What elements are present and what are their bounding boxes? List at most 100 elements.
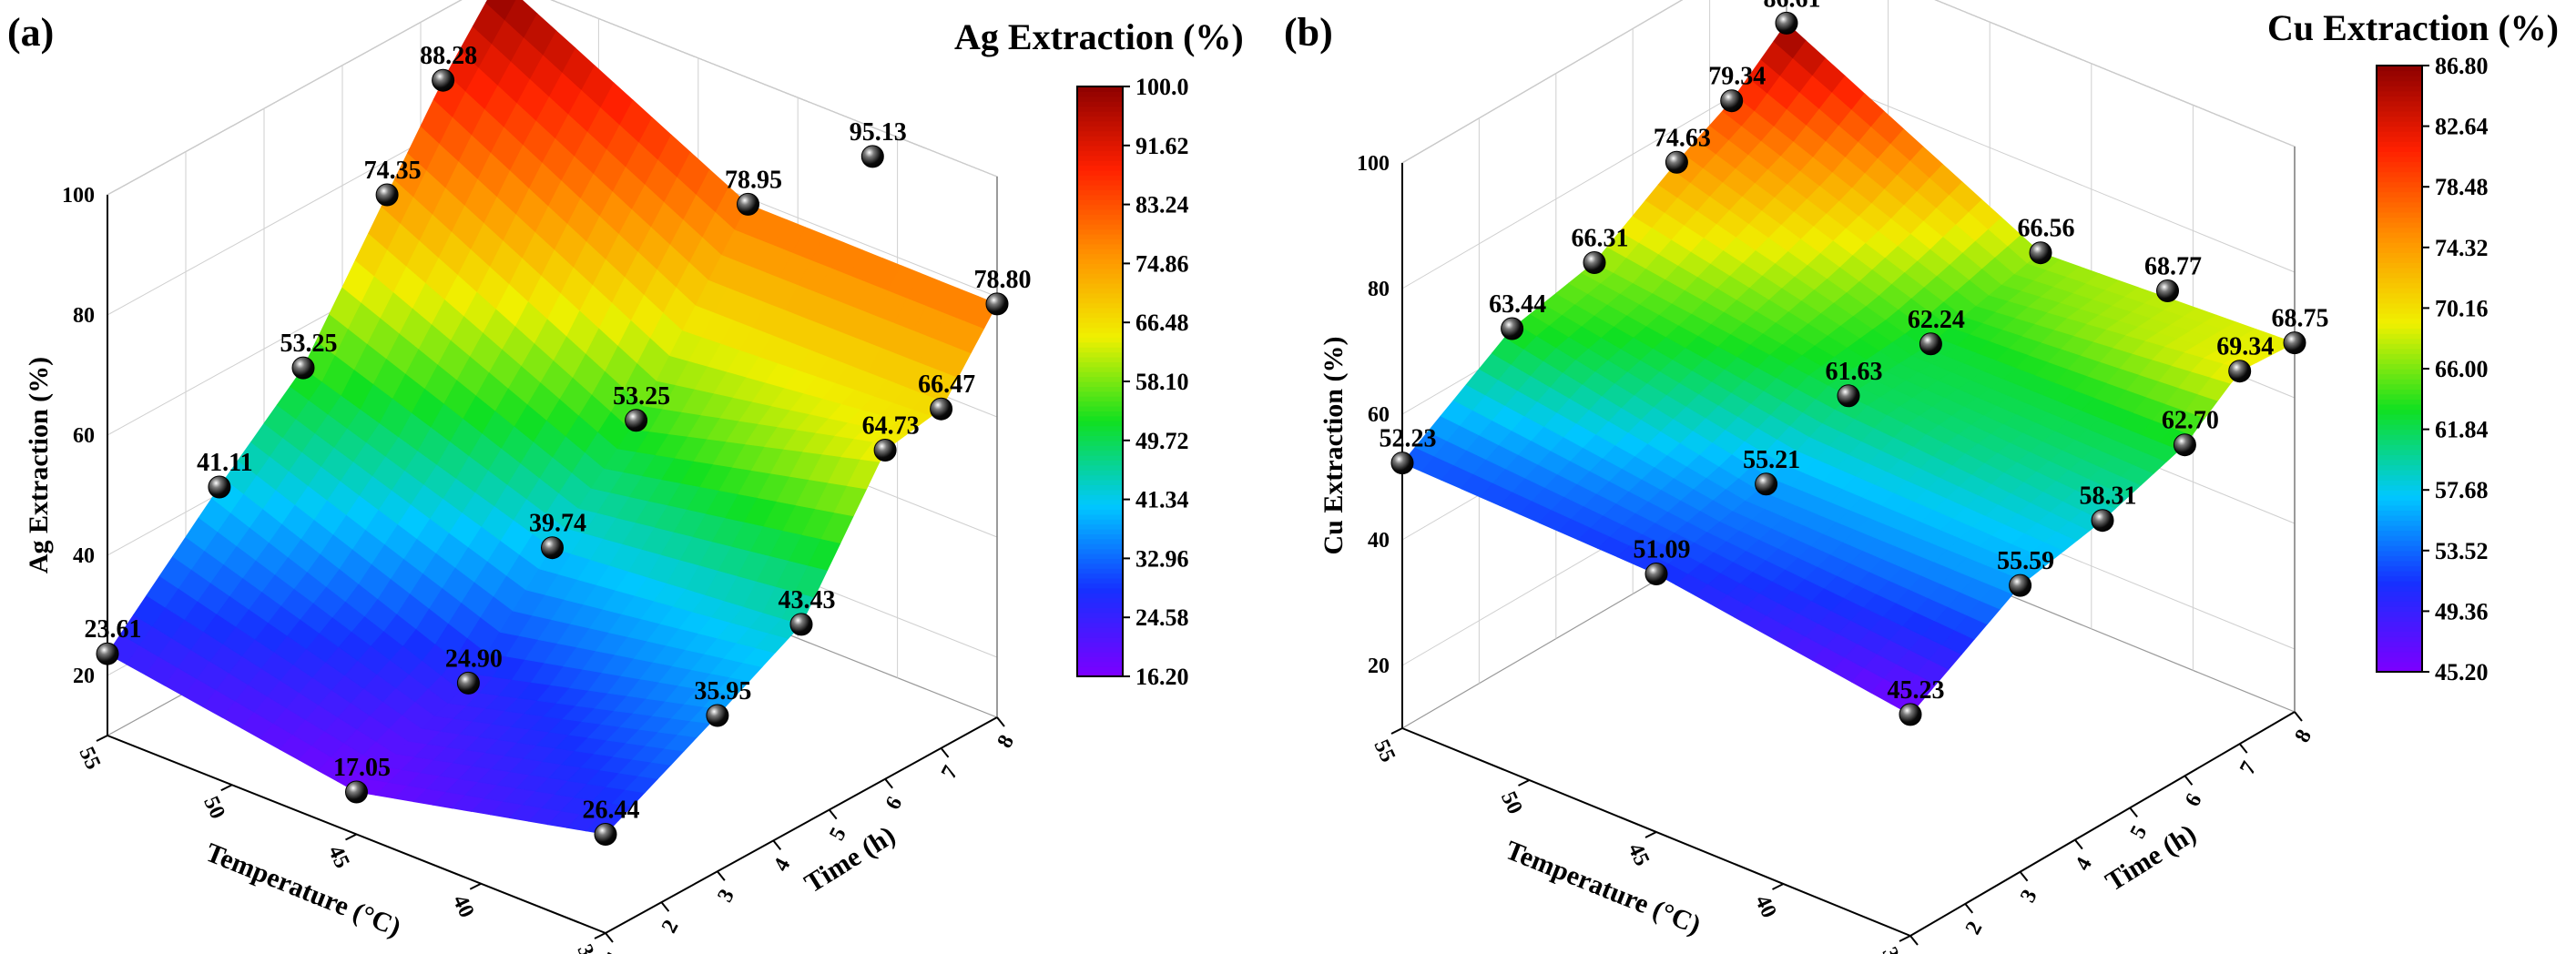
colorbar-tick-label: 57.68 — [2435, 477, 2489, 503]
colorbar-segment — [2377, 268, 2422, 274]
colorbar-segment — [1077, 130, 1123, 137]
data-label: 51.09 — [1634, 536, 1691, 564]
colorbar-segment — [1077, 332, 1123, 338]
colorbar-segment — [2377, 449, 2422, 455]
colorbar-segment — [1077, 612, 1123, 618]
colorbar-segment — [1077, 120, 1123, 127]
colorbar-segment — [1077, 243, 1123, 249]
colorbar-segment — [1077, 627, 1123, 633]
colorbar-segment — [2377, 358, 2422, 365]
colorbar-segment — [1077, 523, 1123, 530]
colorbar-tick-label: 58.10 — [1135, 369, 1189, 395]
data-point — [2029, 241, 2052, 265]
colorbar-segment — [1077, 347, 1123, 353]
colorbar-segment — [1077, 636, 1123, 643]
colorbar-segment — [1077, 661, 1123, 667]
time-tick-label: 3 — [2016, 886, 2042, 907]
colorbar-segment — [1077, 464, 1123, 471]
temperature-tick-label: 35 — [572, 941, 603, 954]
colorbar-segment — [1077, 607, 1123, 614]
colorbar-segment — [2377, 110, 2422, 117]
colorbar-segment — [1077, 111, 1123, 117]
colorbar-tick-label: 16.20 — [1135, 664, 1189, 690]
colorbar-segment — [2377, 615, 2422, 623]
colorbar-segment — [1077, 504, 1123, 510]
time-tick-label: 6 — [881, 793, 908, 814]
temperature-tick-label: 50 — [1496, 788, 1527, 818]
colorbar-segment — [1077, 622, 1123, 628]
colorbar-tick-label: 53.52 — [2435, 538, 2489, 564]
colorbar-segment — [2377, 399, 2422, 405]
colorbar-tick-label: 61.84 — [2435, 417, 2489, 443]
colorbar-segment — [1077, 538, 1123, 544]
time-tick — [772, 839, 782, 851]
time-tick — [2129, 807, 2138, 818]
colorbar-segment — [2377, 571, 2422, 577]
colorbar-segment — [2377, 86, 2422, 92]
colorbar-segment — [2377, 373, 2422, 380]
colorbar-segment — [2377, 80, 2422, 86]
colorbar-segment — [1077, 484, 1123, 491]
colorbar-segment — [1077, 401, 1123, 407]
colorbar-segment — [1077, 666, 1123, 673]
data-label: 79.34 — [1708, 63, 1766, 91]
z-tick-label: 80 — [1368, 278, 1390, 301]
colorbar-segment — [1077, 646, 1123, 653]
time-tick — [828, 808, 838, 820]
colorbar-segment — [2377, 292, 2422, 299]
colorbar-segment — [1077, 185, 1123, 190]
data-label: 39.74 — [529, 510, 586, 538]
time-tick-label: 3 — [713, 886, 739, 907]
time-axis — [1909, 711, 2296, 937]
colorbar-segment — [1077, 421, 1123, 427]
colorbar-segment — [2377, 514, 2422, 522]
temperature-tick — [1644, 831, 1657, 838]
colorbar-tick-label: 91.62 — [1135, 133, 1189, 159]
time-tick-label: 7 — [2235, 757, 2262, 778]
colorbar-segment — [2377, 252, 2422, 259]
panel-label-b: (b) — [1284, 10, 1333, 55]
data-label: 78.95 — [725, 166, 782, 194]
data-point — [594, 823, 617, 846]
colorbar-tick-label: 78.48 — [2435, 174, 2489, 200]
colorbar-segment — [1077, 259, 1123, 264]
colorbar-segment — [2377, 560, 2422, 567]
time-tick — [1964, 903, 1974, 914]
data-label: 66.31 — [1572, 225, 1629, 253]
colorbar-segment — [2377, 369, 2422, 375]
colorbar-segment — [2377, 131, 2422, 137]
colorbar-segment — [2377, 383, 2422, 390]
data-point — [985, 292, 1009, 316]
time-tick — [2238, 743, 2248, 754]
colorbar-segment — [2377, 312, 2422, 320]
colorbar-segment — [2377, 262, 2422, 269]
colorbar-segment — [1077, 140, 1123, 147]
colorbar-segment — [1077, 361, 1123, 368]
colorbar-segment — [1077, 460, 1123, 466]
colorbar-segment — [1077, 160, 1123, 166]
colorbar-segment — [2377, 146, 2422, 152]
colorbar-segment — [2377, 439, 2422, 445]
colorbar-segment — [2377, 181, 2422, 188]
colorbar-segment — [2377, 500, 2422, 506]
colorbar-segment — [2377, 656, 2422, 663]
colorbar-tick-label: 66.00 — [2435, 356, 2489, 382]
data-point — [1501, 317, 1524, 340]
wall-gridline — [107, 0, 463, 196]
z-axis-label: Ag Extraction (%) — [24, 357, 54, 573]
colorbar-segment — [2377, 171, 2422, 178]
data-point — [706, 704, 729, 727]
chart-title-cu: Cu Extraction (%) — [2267, 7, 2559, 48]
colorbar-segment — [1077, 587, 1123, 594]
colorbar-segment — [1077, 126, 1123, 132]
data-label: 63.44 — [1489, 290, 1546, 319]
colorbar-tick-label: 49.36 — [2435, 598, 2489, 624]
colorbar-segment — [2377, 272, 2422, 279]
colorbar-segment — [1077, 632, 1123, 638]
colorbar-segment — [1077, 568, 1123, 574]
colorbar-segment — [2377, 66, 2422, 72]
colorbar-segment — [1077, 671, 1123, 677]
z-axis-label: Cu Extraction (%) — [1319, 337, 1349, 555]
colorbar-segment — [2377, 323, 2422, 330]
